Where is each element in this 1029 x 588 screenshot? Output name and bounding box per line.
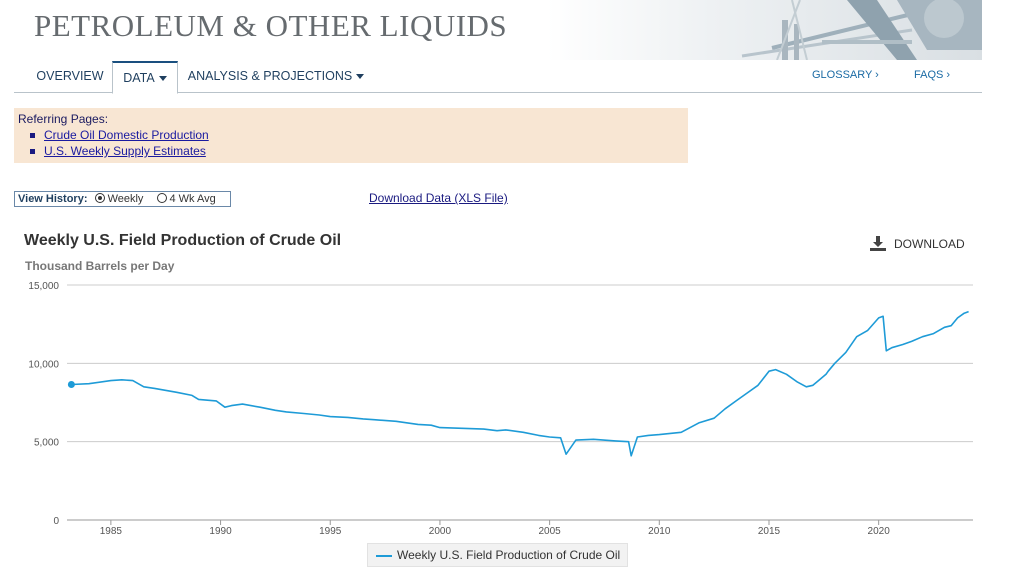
y-tick-label: 15,000 <box>28 281 59 292</box>
radio-weekly-label[interactable]: Weekly <box>107 193 144 205</box>
x-tick-label: 1990 <box>209 526 232 537</box>
tab-analysis-label: ANALYSIS & PROJECTIONS <box>187 69 353 83</box>
tab-data-label: DATA <box>123 71 155 85</box>
chart-title: Weekly U.S. Field Production of Crude Oi… <box>24 232 342 249</box>
link-weekly-supply-estimates[interactable]: U.S. Weekly Supply Estimates <box>30 143 684 159</box>
x-tick-label: 1995 <box>319 526 342 537</box>
view-history-label: View History: <box>18 193 88 205</box>
link-crude-oil-domestic-production[interactable]: Crude Oil Domestic Production <box>30 127 684 143</box>
radio-4wk-avg[interactable] <box>156 193 167 203</box>
header-banner: PETROLEUM & OTHER LIQUIDS <box>14 0 982 60</box>
page-title: PETROLEUM & OTHER LIQUIDS <box>34 8 508 43</box>
download-button-label: DOWNLOAD <box>894 237 965 251</box>
chart-ylabel: Thousand Barrels per Day <box>25 259 175 273</box>
x-tick-label: 2000 <box>429 526 452 537</box>
oil-pump-illustration <box>741 0 982 60</box>
x-tick-label: 2005 <box>538 526 561 537</box>
chevron-down-icon <box>158 76 167 82</box>
radio-4wk-avg-label[interactable]: 4 Wk Avg <box>169 193 216 205</box>
x-tick-label: 2010 <box>648 526 671 537</box>
x-tick-label: 2020 <box>868 526 891 537</box>
glossary-link[interactable]: GLOSSARY › <box>812 69 879 81</box>
x-tick-label: 1985 <box>100 526 123 537</box>
y-tick-label: 0 <box>53 516 59 527</box>
referring-pages-panel: Referring Pages: Crude Oil Domestic Prod… <box>14 108 688 163</box>
view-history-selector: View History: Weekly 4 Wk Avg <box>14 191 231 207</box>
download-icon <box>870 236 886 251</box>
y-tick-label: 5,000 <box>34 438 59 449</box>
chart-legend[interactable]: Weekly U.S. Field Production of Crude Oi… <box>367 543 628 567</box>
radio-weekly[interactable] <box>94 193 105 203</box>
chart: 0 5,000 10,000 15,000 1985 1990 1995 2000 2005 20… <box>28 281 973 537</box>
tab-overview-label: OVERVIEW <box>36 69 104 83</box>
legend-swatch <box>376 554 392 557</box>
download-xls-link[interactable]: Download Data (XLS File) <box>369 191 508 205</box>
referring-pages-title: Referring Pages: <box>18 112 109 126</box>
x-tick-label: 2015 <box>758 526 781 537</box>
tab-overview[interactable]: OVERVIEW <box>26 61 114 93</box>
faqs-link[interactable]: FAQS › <box>914 69 951 81</box>
tab-data[interactable]: DATA <box>112 61 178 94</box>
series-line <box>71 310 969 457</box>
download-button[interactable]: DOWNLOAD <box>870 236 965 254</box>
tab-analysis-projections[interactable]: ANALYSIS & PROJECTIONS <box>180 61 372 93</box>
series-start-point <box>67 380 75 388</box>
y-tick-label: 10,000 <box>28 359 59 370</box>
main-nav: OVERVIEW DATA ANALYSIS & PROJECTIONS GLO… <box>14 61 982 94</box>
chevron-down-icon <box>356 74 365 80</box>
legend-label: Weekly U.S. Field Production of Crude Oi… <box>397 548 621 562</box>
